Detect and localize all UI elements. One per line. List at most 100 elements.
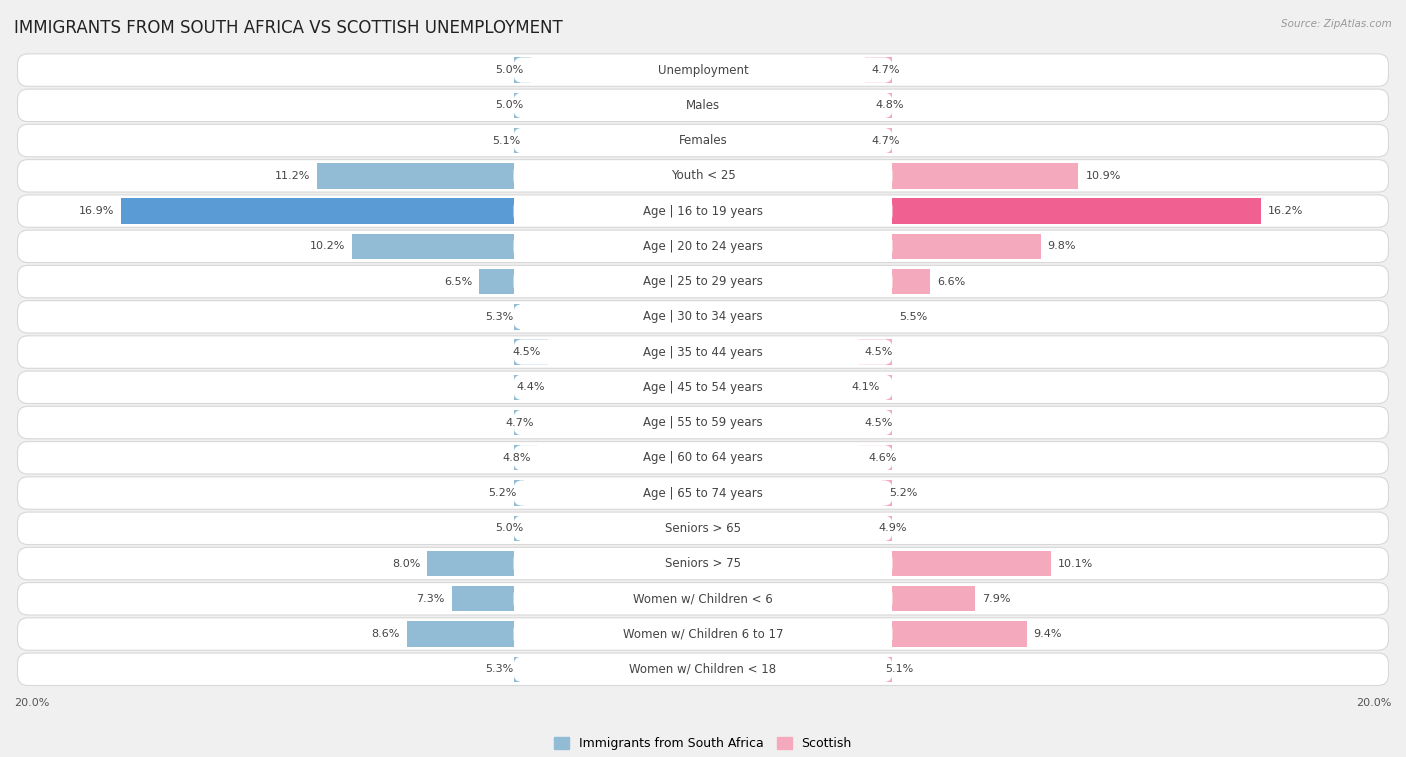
Text: Males: Males xyxy=(686,99,720,112)
Bar xyxy=(513,516,531,541)
Text: 6.6%: 6.6% xyxy=(938,276,966,287)
FancyBboxPatch shape xyxy=(513,481,893,506)
Text: 5.1%: 5.1% xyxy=(492,136,520,145)
FancyBboxPatch shape xyxy=(513,234,893,259)
FancyBboxPatch shape xyxy=(513,621,893,646)
Text: Age | 60 to 64 years: Age | 60 to 64 years xyxy=(643,451,763,464)
FancyBboxPatch shape xyxy=(513,656,893,682)
Text: 11.2%: 11.2% xyxy=(276,171,311,181)
Bar xyxy=(893,621,1026,646)
FancyBboxPatch shape xyxy=(17,336,1389,368)
FancyBboxPatch shape xyxy=(17,583,1389,615)
Bar xyxy=(865,128,893,153)
Text: 8.6%: 8.6% xyxy=(371,629,399,639)
Text: 4.7%: 4.7% xyxy=(872,136,900,145)
Text: 5.2%: 5.2% xyxy=(889,488,917,498)
Text: Seniors > 65: Seniors > 65 xyxy=(665,522,741,534)
Bar xyxy=(893,586,976,612)
Bar xyxy=(352,234,513,259)
FancyBboxPatch shape xyxy=(17,653,1389,686)
FancyBboxPatch shape xyxy=(513,410,893,435)
Text: Youth < 25: Youth < 25 xyxy=(671,170,735,182)
Text: Seniors > 75: Seniors > 75 xyxy=(665,557,741,570)
FancyBboxPatch shape xyxy=(513,516,893,541)
FancyBboxPatch shape xyxy=(513,269,893,294)
Text: 4.6%: 4.6% xyxy=(869,453,897,463)
FancyBboxPatch shape xyxy=(17,266,1389,298)
FancyBboxPatch shape xyxy=(17,618,1389,650)
Text: Age | 65 to 74 years: Age | 65 to 74 years xyxy=(643,487,763,500)
Bar xyxy=(893,198,1261,224)
FancyBboxPatch shape xyxy=(17,124,1389,157)
Bar xyxy=(406,621,513,646)
FancyBboxPatch shape xyxy=(17,160,1389,192)
FancyBboxPatch shape xyxy=(17,54,1389,86)
Text: Women w/ Children < 6: Women w/ Children < 6 xyxy=(633,592,773,606)
Text: Women w/ Children 6 to 17: Women w/ Children 6 to 17 xyxy=(623,628,783,640)
Text: 16.2%: 16.2% xyxy=(1268,206,1303,216)
Legend: Immigrants from South Africa, Scottish: Immigrants from South Africa, Scottish xyxy=(550,732,856,755)
FancyBboxPatch shape xyxy=(513,375,893,400)
FancyBboxPatch shape xyxy=(17,441,1389,474)
Text: 20.0%: 20.0% xyxy=(1357,698,1392,708)
Text: 5.0%: 5.0% xyxy=(496,523,524,533)
FancyBboxPatch shape xyxy=(17,230,1389,263)
Text: 10.1%: 10.1% xyxy=(1057,559,1092,569)
Text: 5.3%: 5.3% xyxy=(485,665,513,674)
Bar xyxy=(862,445,893,471)
FancyBboxPatch shape xyxy=(17,301,1389,333)
Text: 5.0%: 5.0% xyxy=(496,65,524,75)
Bar xyxy=(844,375,893,400)
Bar xyxy=(513,128,527,153)
Text: 5.3%: 5.3% xyxy=(485,312,513,322)
FancyBboxPatch shape xyxy=(513,92,893,118)
Text: 6.5%: 6.5% xyxy=(444,276,472,287)
Bar xyxy=(869,92,893,118)
Text: Age | 35 to 44 years: Age | 35 to 44 years xyxy=(643,345,763,359)
Text: 10.9%: 10.9% xyxy=(1085,171,1121,181)
FancyBboxPatch shape xyxy=(17,195,1389,227)
FancyBboxPatch shape xyxy=(17,89,1389,122)
Text: 5.1%: 5.1% xyxy=(886,665,914,674)
FancyBboxPatch shape xyxy=(513,128,893,153)
Text: 4.1%: 4.1% xyxy=(851,382,880,392)
Text: 4.5%: 4.5% xyxy=(513,347,541,357)
Text: Age | 16 to 19 years: Age | 16 to 19 years xyxy=(643,204,763,217)
Text: 5.0%: 5.0% xyxy=(496,101,524,111)
Bar xyxy=(513,375,551,400)
Bar xyxy=(318,164,513,188)
FancyBboxPatch shape xyxy=(513,164,893,188)
Bar xyxy=(513,304,520,329)
Bar xyxy=(479,269,513,294)
Bar xyxy=(513,481,524,506)
Text: 9.8%: 9.8% xyxy=(1047,241,1076,251)
Text: 7.3%: 7.3% xyxy=(416,593,444,604)
Bar xyxy=(893,269,931,294)
FancyBboxPatch shape xyxy=(513,198,893,224)
Bar xyxy=(893,551,1050,576)
Bar xyxy=(451,586,513,612)
Bar xyxy=(427,551,513,576)
Text: Women w/ Children < 18: Women w/ Children < 18 xyxy=(630,663,776,676)
Text: Age | 45 to 54 years: Age | 45 to 54 years xyxy=(643,381,763,394)
Text: 7.9%: 7.9% xyxy=(981,593,1011,604)
Text: 9.4%: 9.4% xyxy=(1033,629,1062,639)
Bar xyxy=(872,516,893,541)
Bar xyxy=(121,198,513,224)
Text: Females: Females xyxy=(679,134,727,147)
Bar xyxy=(865,58,893,83)
Bar xyxy=(513,339,548,365)
Text: Age | 20 to 24 years: Age | 20 to 24 years xyxy=(643,240,763,253)
FancyBboxPatch shape xyxy=(17,371,1389,403)
FancyBboxPatch shape xyxy=(513,586,893,612)
Bar xyxy=(858,339,893,365)
FancyBboxPatch shape xyxy=(17,512,1389,544)
Text: Source: ZipAtlas.com: Source: ZipAtlas.com xyxy=(1281,19,1392,29)
Text: 4.7%: 4.7% xyxy=(506,418,534,428)
Text: Age | 25 to 29 years: Age | 25 to 29 years xyxy=(643,275,763,288)
Text: 5.5%: 5.5% xyxy=(900,312,928,322)
FancyBboxPatch shape xyxy=(513,551,893,576)
Text: 8.0%: 8.0% xyxy=(392,559,420,569)
Text: 4.8%: 4.8% xyxy=(875,101,904,111)
Text: 4.7%: 4.7% xyxy=(872,65,900,75)
